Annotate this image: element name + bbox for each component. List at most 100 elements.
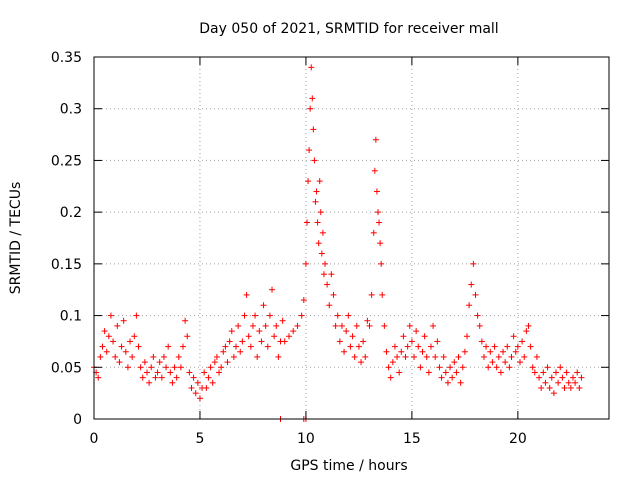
data-point <box>245 333 252 340</box>
y-tick-label: 0.35 <box>51 50 82 66</box>
data-point <box>360 338 367 345</box>
data-point <box>171 364 178 371</box>
data-point <box>311 157 318 164</box>
data-point <box>322 260 329 267</box>
data-point <box>186 369 193 376</box>
data-point <box>491 343 498 350</box>
data-point <box>95 374 102 381</box>
y-tick-label: 0.3 <box>60 102 82 118</box>
data-point <box>235 322 242 329</box>
data-point <box>531 369 538 376</box>
data-point <box>146 379 153 386</box>
data-point <box>328 271 335 278</box>
data-point <box>389 359 396 366</box>
data-point <box>533 353 540 360</box>
data-point <box>417 364 424 371</box>
x-axis-title: GPS time / hours <box>290 458 407 474</box>
data-point <box>264 343 271 350</box>
data-point <box>302 260 309 267</box>
data-point <box>156 359 163 366</box>
data-point <box>105 333 112 340</box>
data-point <box>423 353 430 360</box>
data-point <box>561 384 568 391</box>
data-point <box>165 343 172 350</box>
data-point <box>525 322 532 329</box>
data-point <box>220 348 227 355</box>
data-point <box>368 291 375 298</box>
data-point <box>243 291 250 298</box>
data-point <box>436 364 443 371</box>
data-point <box>103 348 110 355</box>
data-point <box>349 333 356 340</box>
data-point <box>506 364 513 371</box>
data-point <box>438 374 445 381</box>
data-point <box>455 353 462 360</box>
data-point <box>249 322 256 329</box>
data-point <box>483 343 490 350</box>
data-point <box>120 317 127 324</box>
data-point <box>521 353 528 360</box>
data-point <box>440 353 447 360</box>
data-point <box>308 64 315 71</box>
data-point <box>485 364 492 371</box>
data-point <box>298 312 305 319</box>
data-point <box>312 198 319 205</box>
data-point <box>188 384 195 391</box>
data-point <box>180 343 187 350</box>
data-point <box>381 322 388 329</box>
data-point <box>546 384 553 391</box>
data-point <box>124 364 131 371</box>
points-layer <box>91 64 585 422</box>
data-point <box>152 374 159 381</box>
data-point <box>118 343 125 350</box>
data-point <box>122 348 129 355</box>
data-point <box>334 312 341 319</box>
data-point <box>112 353 119 360</box>
data-point <box>116 359 123 366</box>
data-point <box>169 379 176 386</box>
data-point <box>192 390 199 397</box>
data-point <box>332 322 339 329</box>
y-axis-title: SRMTID / TECUs <box>8 182 24 295</box>
data-point <box>107 312 114 319</box>
data-point <box>281 338 288 345</box>
data-point <box>364 317 371 324</box>
data-point <box>419 348 426 355</box>
data-point <box>411 353 418 360</box>
data-point <box>408 338 415 345</box>
y-tick-label: 0.05 <box>51 360 82 376</box>
data-point <box>383 348 390 355</box>
data-point <box>324 281 331 288</box>
data-point <box>135 343 142 350</box>
data-point <box>97 353 104 360</box>
data-point <box>285 333 292 340</box>
data-point <box>529 364 536 371</box>
y-tick-label: 0.2 <box>60 205 82 221</box>
data-point <box>266 312 273 319</box>
data-point <box>101 328 108 335</box>
y-tick-label: 0.1 <box>60 309 82 325</box>
data-point <box>374 209 381 216</box>
data-point <box>355 343 362 350</box>
data-point <box>315 240 322 247</box>
data-point <box>538 384 545 391</box>
data-point <box>565 379 572 386</box>
data-point <box>318 250 325 257</box>
data-point <box>196 395 203 402</box>
data-point <box>252 312 259 319</box>
data-point <box>487 348 494 355</box>
data-point <box>391 343 398 350</box>
data-point <box>303 219 310 226</box>
data-point <box>273 322 280 329</box>
data-point <box>247 343 254 350</box>
data-point <box>376 219 383 226</box>
data-point <box>201 369 208 376</box>
data-point <box>385 364 392 371</box>
data-point <box>464 333 471 340</box>
data-point <box>358 359 365 366</box>
data-point <box>451 359 458 366</box>
data-point <box>300 297 307 304</box>
data-point <box>313 188 320 195</box>
data-point <box>127 338 134 345</box>
